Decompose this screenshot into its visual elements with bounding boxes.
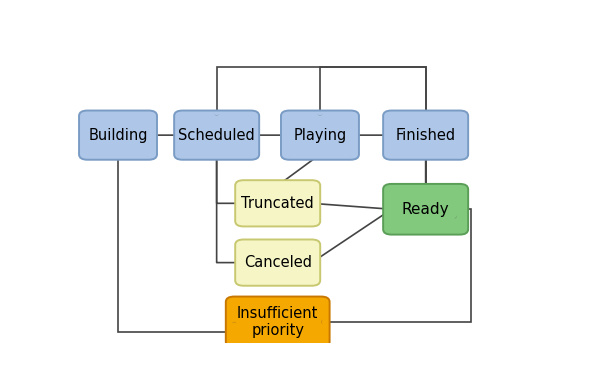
FancyBboxPatch shape xyxy=(281,110,359,160)
FancyBboxPatch shape xyxy=(383,110,468,160)
FancyBboxPatch shape xyxy=(235,180,320,226)
FancyBboxPatch shape xyxy=(235,239,320,286)
Text: Canceled: Canceled xyxy=(244,255,311,270)
FancyBboxPatch shape xyxy=(383,184,468,234)
Text: Finished: Finished xyxy=(396,128,456,142)
Text: Truncated: Truncated xyxy=(241,196,314,211)
FancyBboxPatch shape xyxy=(79,110,157,160)
Text: Insufficient
priority: Insufficient priority xyxy=(237,306,318,338)
Text: Ready: Ready xyxy=(402,202,450,217)
FancyBboxPatch shape xyxy=(226,296,330,347)
Text: Playing: Playing xyxy=(293,128,347,142)
FancyBboxPatch shape xyxy=(174,110,259,160)
Text: Building: Building xyxy=(88,128,148,142)
Text: Scheduled: Scheduled xyxy=(178,128,255,142)
